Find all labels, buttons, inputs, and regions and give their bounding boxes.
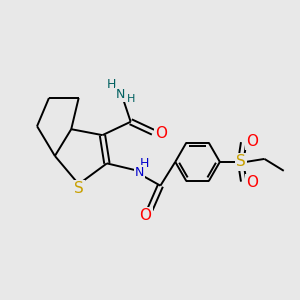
- Text: S: S: [236, 154, 245, 169]
- Text: O: O: [140, 208, 152, 224]
- Text: O: O: [155, 126, 167, 141]
- Text: O: O: [246, 134, 258, 148]
- Text: O: O: [246, 175, 258, 190]
- Text: H: H: [140, 157, 149, 170]
- Text: S: S: [74, 181, 83, 196]
- Text: N: N: [116, 88, 125, 101]
- Text: H: H: [107, 78, 116, 91]
- Text: H: H: [127, 94, 136, 103]
- Text: N: N: [135, 166, 144, 179]
